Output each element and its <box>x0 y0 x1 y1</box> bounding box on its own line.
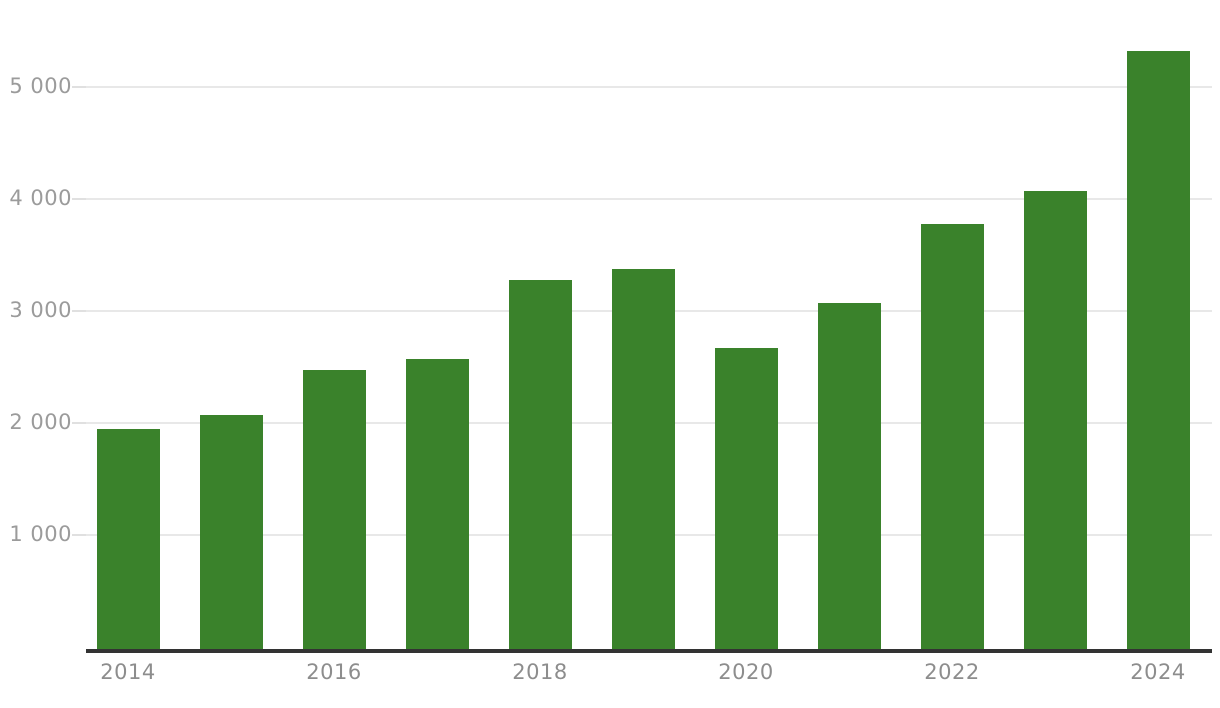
y-axis-label-1000: 1 000 <box>9 522 72 546</box>
y-tick-mark-2000 <box>72 422 86 424</box>
gridline-4000 <box>86 198 1212 200</box>
bar-2018[interactable] <box>509 280 572 650</box>
bar-2017[interactable] <box>406 358 469 650</box>
y-tick-mark-4000 <box>72 198 86 200</box>
y-axis-label-2000: 2 000 <box>9 410 72 434</box>
x-axis-label-2024: 2024 <box>1130 660 1186 684</box>
bar-2024[interactable] <box>1127 50 1190 650</box>
y-axis-label-3000: 3 000 <box>9 298 72 322</box>
bar-2020[interactable] <box>715 347 778 650</box>
bar-2014[interactable] <box>97 429 160 650</box>
y-axis-label-5000: 5 000 <box>9 74 72 98</box>
bar-2019[interactable] <box>612 269 675 650</box>
y-tick-mark-3000 <box>72 310 86 312</box>
bar-2016[interactable] <box>303 370 366 650</box>
bar-2022[interactable] <box>921 224 984 650</box>
x-axis-label-2014: 2014 <box>100 660 156 684</box>
bar-2023[interactable] <box>1024 190 1087 650</box>
y-tick-mark-5000 <box>72 86 86 88</box>
x-axis-label-2018: 2018 <box>512 660 568 684</box>
x-axis-label-2022: 2022 <box>924 660 980 684</box>
y-tick-mark-1000 <box>72 534 86 536</box>
bar-2021[interactable] <box>818 302 881 650</box>
gridline-5000 <box>86 86 1212 88</box>
x-axis-label-2016: 2016 <box>306 660 362 684</box>
x-axis-label-2020: 2020 <box>718 660 774 684</box>
bar-2015[interactable] <box>200 414 263 650</box>
bars-layer <box>86 0 1212 650</box>
y-axis-label-4000: 4 000 <box>9 186 72 210</box>
x-axis-line <box>86 649 1212 653</box>
